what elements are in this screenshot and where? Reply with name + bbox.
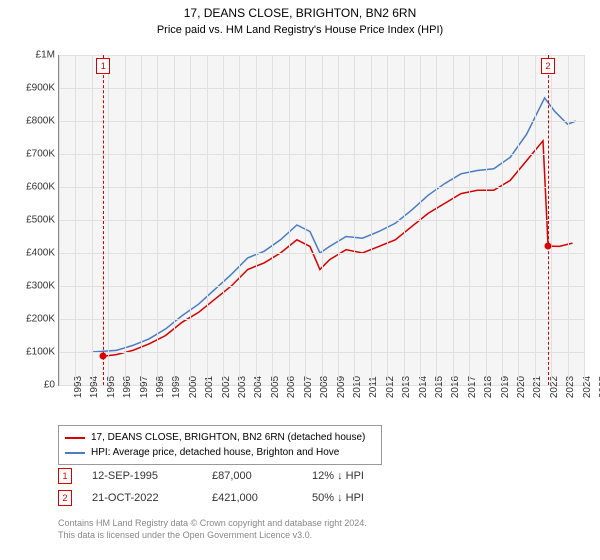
gridline-v — [486, 55, 487, 385]
chart-subtitle: Price paid vs. HM Land Registry's House … — [0, 22, 600, 36]
gridline-v — [239, 55, 240, 385]
marker-dashline — [548, 55, 549, 385]
gridline-v — [436, 55, 437, 385]
legend-swatch — [65, 437, 85, 439]
marker-box: 2 — [541, 58, 555, 74]
series-line — [92, 98, 576, 352]
y-axis-label: £0 — [44, 380, 55, 391]
chart-title: 17, DEANS CLOSE, BRIGHTON, BN2 6RN — [0, 0, 600, 22]
footnote-row: 2 21-OCT-2022£421,00050% ↓ HPI — [58, 490, 432, 506]
gridline-v — [354, 55, 355, 385]
credit-text: Contains HM Land Registry data © Crown c… — [58, 518, 367, 541]
gridline-v — [141, 55, 142, 385]
gridline-v — [469, 55, 470, 385]
footnote-marker: 2 — [58, 490, 72, 506]
y-axis-label: £900K — [26, 83, 55, 94]
legend-label: HPI: Average price, detached house, Brig… — [91, 445, 339, 460]
gridline-v — [207, 55, 208, 385]
footnotes: 1 12-SEP-1995£87,00012% ↓ HPI 2 21-OCT-2022… — [58, 468, 432, 512]
gridline-v — [535, 55, 536, 385]
marker-box: 1 — [96, 58, 110, 74]
gridline-v — [584, 55, 585, 385]
gridline-v — [338, 55, 339, 385]
gridline-v — [289, 55, 290, 385]
gridline-v — [190, 55, 191, 385]
y-axis-label: £500K — [26, 215, 55, 226]
gridline-v — [371, 55, 372, 385]
legend-row: HPI: Average price, detached house, Brig… — [65, 445, 375, 460]
gridline-v — [502, 55, 503, 385]
footnote-pct: 50% ↓ HPI — [312, 492, 432, 504]
legend-row: 17, DEANS CLOSE, BRIGHTON, BN2 6RN (deta… — [65, 430, 375, 445]
gridline-v — [223, 55, 224, 385]
footnote-marker: 1 — [58, 468, 72, 484]
credit-line-2: This data is licensed under the Open Gov… — [58, 530, 367, 542]
gridline-v — [108, 55, 109, 385]
gridline-v — [568, 55, 569, 385]
y-axis-label: £700K — [26, 149, 55, 160]
chart-area: £0£100K£200K£300K£400K£500K£600K£700K£80… — [58, 55, 584, 386]
legend-swatch — [65, 452, 85, 454]
gridline-v — [157, 55, 158, 385]
y-axis-label: £200K — [26, 314, 55, 325]
y-axis-label: £600K — [26, 182, 55, 193]
gridline-v — [75, 55, 76, 385]
footnote-row: 1 12-SEP-1995£87,00012% ↓ HPI — [58, 468, 432, 484]
y-axis-label: £1M — [36, 50, 55, 61]
footnote-date: 21-OCT-2022 — [92, 492, 212, 504]
gridline-v — [322, 55, 323, 385]
marker-dot — [100, 353, 107, 360]
gridline-v — [92, 55, 93, 385]
legend-box: 17, DEANS CLOSE, BRIGHTON, BN2 6RN (deta… — [58, 425, 382, 465]
gridline-v — [305, 55, 306, 385]
gridline-v — [387, 55, 388, 385]
gridline-v — [59, 55, 60, 385]
credit-line-1: Contains HM Land Registry data © Crown c… — [58, 518, 367, 530]
x-axis-label: 2025 — [584, 376, 600, 398]
footnote-date: 12-SEP-1995 — [92, 470, 212, 482]
gridline-v — [256, 55, 257, 385]
footnote-price: £421,000 — [212, 492, 312, 504]
gridline-v — [518, 55, 519, 385]
gridline-v — [272, 55, 273, 385]
legend-label: 17, DEANS CLOSE, BRIGHTON, BN2 6RN (deta… — [91, 430, 365, 445]
y-axis-label: £800K — [26, 116, 55, 127]
gridline-v — [551, 55, 552, 385]
marker-dashline — [103, 55, 104, 385]
gridline-v — [125, 55, 126, 385]
gridline-v — [453, 55, 454, 385]
gridline-v — [174, 55, 175, 385]
y-axis-label: £100K — [26, 347, 55, 358]
y-axis-label: £300K — [26, 281, 55, 292]
footnote-price: £87,000 — [212, 470, 312, 482]
footnote-pct: 12% ↓ HPI — [312, 470, 432, 482]
marker-dot — [545, 243, 552, 250]
gridline-v — [420, 55, 421, 385]
y-axis-label: £400K — [26, 248, 55, 259]
gridline-v — [404, 55, 405, 385]
